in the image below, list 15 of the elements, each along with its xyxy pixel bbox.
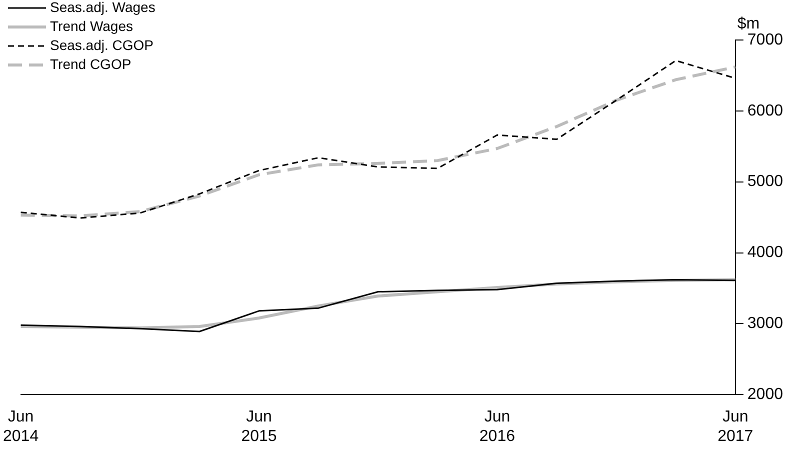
y-tick-label: 7000	[747, 31, 784, 48]
y-tick-label: 6000	[747, 102, 784, 120]
x-tick-label: Jun 2015	[241, 408, 277, 445]
y-tick-label: 4000	[747, 244, 784, 262]
y-tick-label: 3000	[747, 315, 784, 332]
x-tick-label: Jun 2014	[3, 408, 39, 445]
y-tick-label: 2000	[747, 386, 784, 404]
legend-label: Trend CGOP	[50, 56, 132, 72]
legend-label: Seas.adj. Wages	[50, 0, 156, 15]
x-tick-label: Jun 2017	[718, 408, 754, 445]
legend-label: Seas.adj. CGOP	[50, 36, 154, 53]
y-axis-title: $m	[737, 15, 760, 32]
legend-label: Trend Wages	[50, 18, 133, 34]
y-tick-label: 5000	[747, 173, 784, 190]
x-tick-label: Jun 2016	[479, 408, 516, 445]
